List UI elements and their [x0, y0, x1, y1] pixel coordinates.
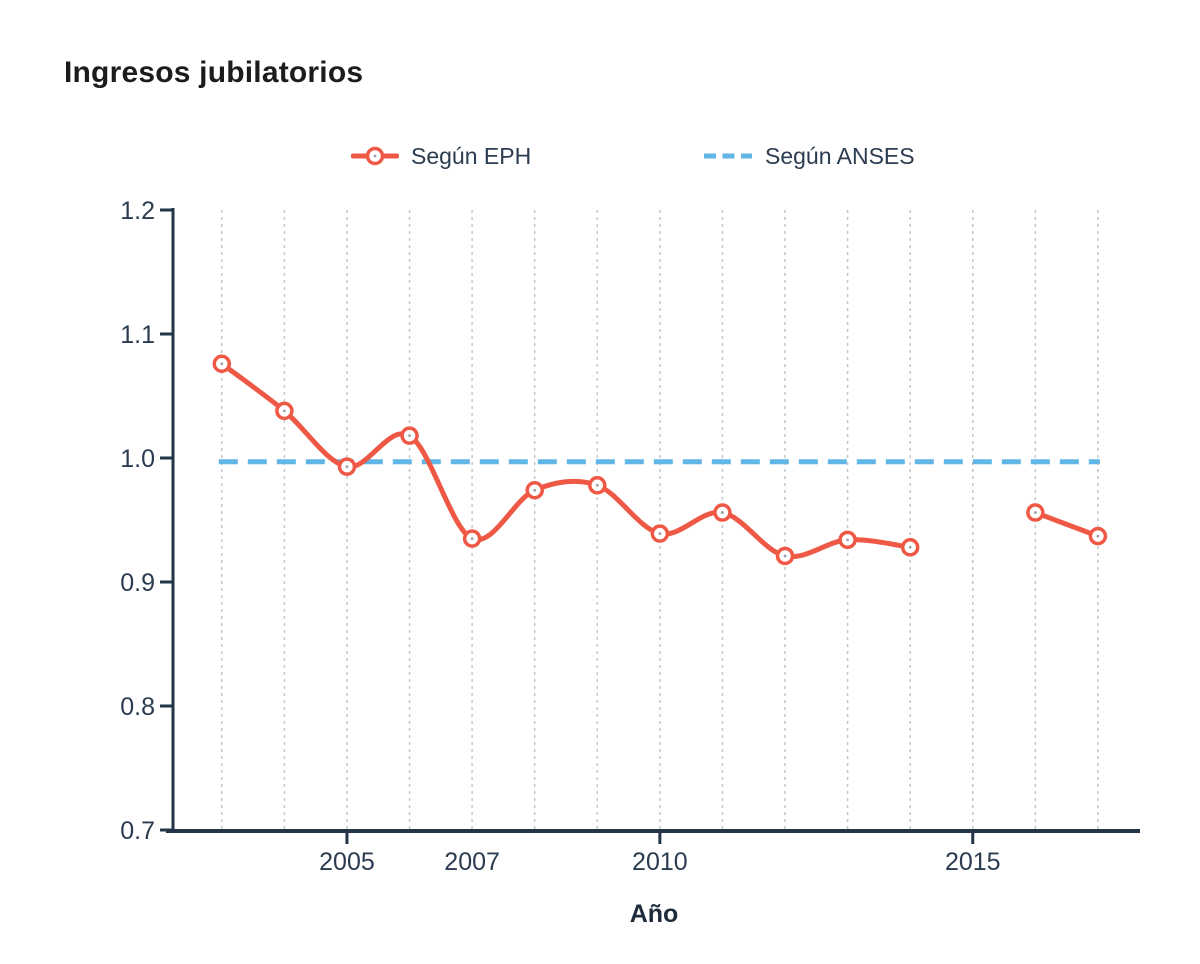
eph-marker-dot-2016 [1033, 511, 1037, 514]
legend-label-eph: Según EPH [411, 142, 532, 169]
eph-marker-dot-2014 [908, 545, 912, 549]
eph-marker-dot-2013 [846, 538, 849, 542]
y-tick-label-1.1: 1.1 [120, 321, 155, 349]
eph-marker-dot-2005 [345, 465, 349, 469]
eph-marker-dot-2011 [721, 511, 724, 514]
y-tick-label-1.2: 1.2 [120, 197, 155, 225]
x-tick-label-2007: 2007 [444, 848, 500, 876]
legend: Según EPH Según ANSES [0, 141, 1200, 171]
legend-swatch-anses [704, 153, 752, 159]
legend-swatch-eph [351, 146, 399, 166]
legend-item-anses: Según ANSES [703, 141, 915, 171]
series-eph-line-1 [1032, 510, 1101, 539]
eph-marker-dot-2010 [658, 532, 662, 536]
legend-label-anses: Según ANSES [765, 142, 915, 169]
y-tick-label-0.9: 0.9 [120, 569, 155, 597]
legend-item-eph: Según EPH [351, 141, 531, 171]
eph-marker-dot-2017 [1096, 534, 1100, 538]
x-tick-label-2010: 2010 [632, 848, 688, 876]
eph-marker-dot-swatch [373, 154, 377, 158]
y-tick-label-0.7: 0.7 [120, 817, 155, 845]
y-tick-label-1.0: 1.0 [120, 445, 155, 473]
eph-marker-dot-2009 [595, 483, 599, 487]
eph-marker-dot-2003 [220, 362, 224, 366]
chart-title: Ingresos jubilatorios [64, 56, 364, 89]
x-axis-title: Año [630, 900, 679, 928]
y-tick-label-0.8: 0.8 [120, 693, 155, 721]
eph-marker-dot-2007 [470, 537, 474, 540]
eph-marker-dot-2006 [408, 434, 411, 438]
eph-marker-dot-2004 [282, 409, 286, 413]
x-tick-label-2015: 2015 [945, 848, 1001, 876]
eph-marker-dot-2012 [783, 554, 787, 558]
x-tick-label-2005: 2005 [319, 848, 375, 876]
eph-marker-dot-2008 [533, 488, 537, 492]
